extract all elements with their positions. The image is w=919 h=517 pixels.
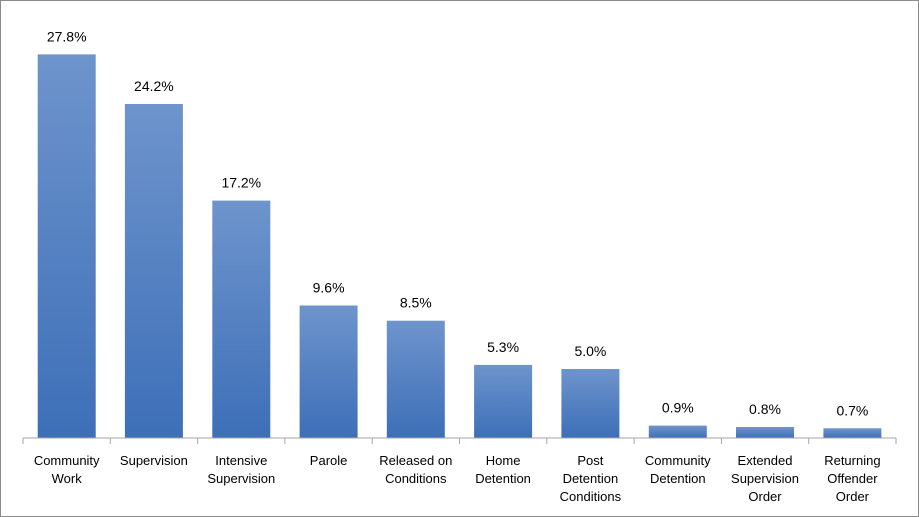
bar-9 bbox=[736, 427, 794, 438]
bars-layer bbox=[37, 54, 882, 439]
data-label-5: 8.5% bbox=[400, 295, 432, 311]
data-label-6: 5.3% bbox=[487, 339, 519, 355]
category-label-1: Community Work bbox=[34, 453, 100, 486]
category-labels-layer: Community Work Supervision Intensive Supervi… bbox=[34, 453, 881, 504]
data-labels-layer: 27.8% 24.2% 17.2% 9.6% 8.5% 5.3% 5.0% 0.9% 0.8% 0… bbox=[47, 28, 869, 418]
bar-10 bbox=[823, 428, 882, 438]
bar-8 bbox=[648, 425, 707, 438]
bar-3 bbox=[212, 200, 271, 438]
data-label-7: 5.0% bbox=[574, 343, 606, 359]
bar-1 bbox=[37, 54, 96, 439]
data-label-9: 0.8% bbox=[749, 401, 781, 417]
data-label-8: 0.9% bbox=[662, 400, 694, 416]
data-label-2: 24.2% bbox=[134, 78, 174, 94]
bar-4 bbox=[299, 305, 358, 438]
category-label-3: Intensive Supervision bbox=[207, 453, 275, 486]
category-label-4: Parole bbox=[310, 453, 348, 468]
data-label-4: 9.6% bbox=[313, 280, 345, 296]
category-label-6: Home Detention bbox=[475, 453, 531, 486]
bar-7 bbox=[561, 369, 620, 438]
data-label-10: 0.7% bbox=[836, 402, 868, 418]
x-axis bbox=[22, 437, 897, 444]
data-label-1: 27.8% bbox=[47, 28, 87, 44]
category-label-8: Community Detention bbox=[645, 453, 711, 486]
category-label-10: Returning Offender Order bbox=[824, 453, 880, 504]
category-label-9: Extended Supervision Order bbox=[731, 453, 799, 504]
category-label-7: Post Detention Conditions bbox=[560, 453, 622, 504]
data-label-3: 17.2% bbox=[221, 175, 261, 191]
bar-2 bbox=[124, 104, 183, 438]
category-label-2: Supervision bbox=[120, 453, 188, 468]
category-label-5: Released on Conditions bbox=[379, 453, 452, 486]
bar-5 bbox=[386, 320, 445, 438]
bar-6 bbox=[474, 364, 533, 438]
